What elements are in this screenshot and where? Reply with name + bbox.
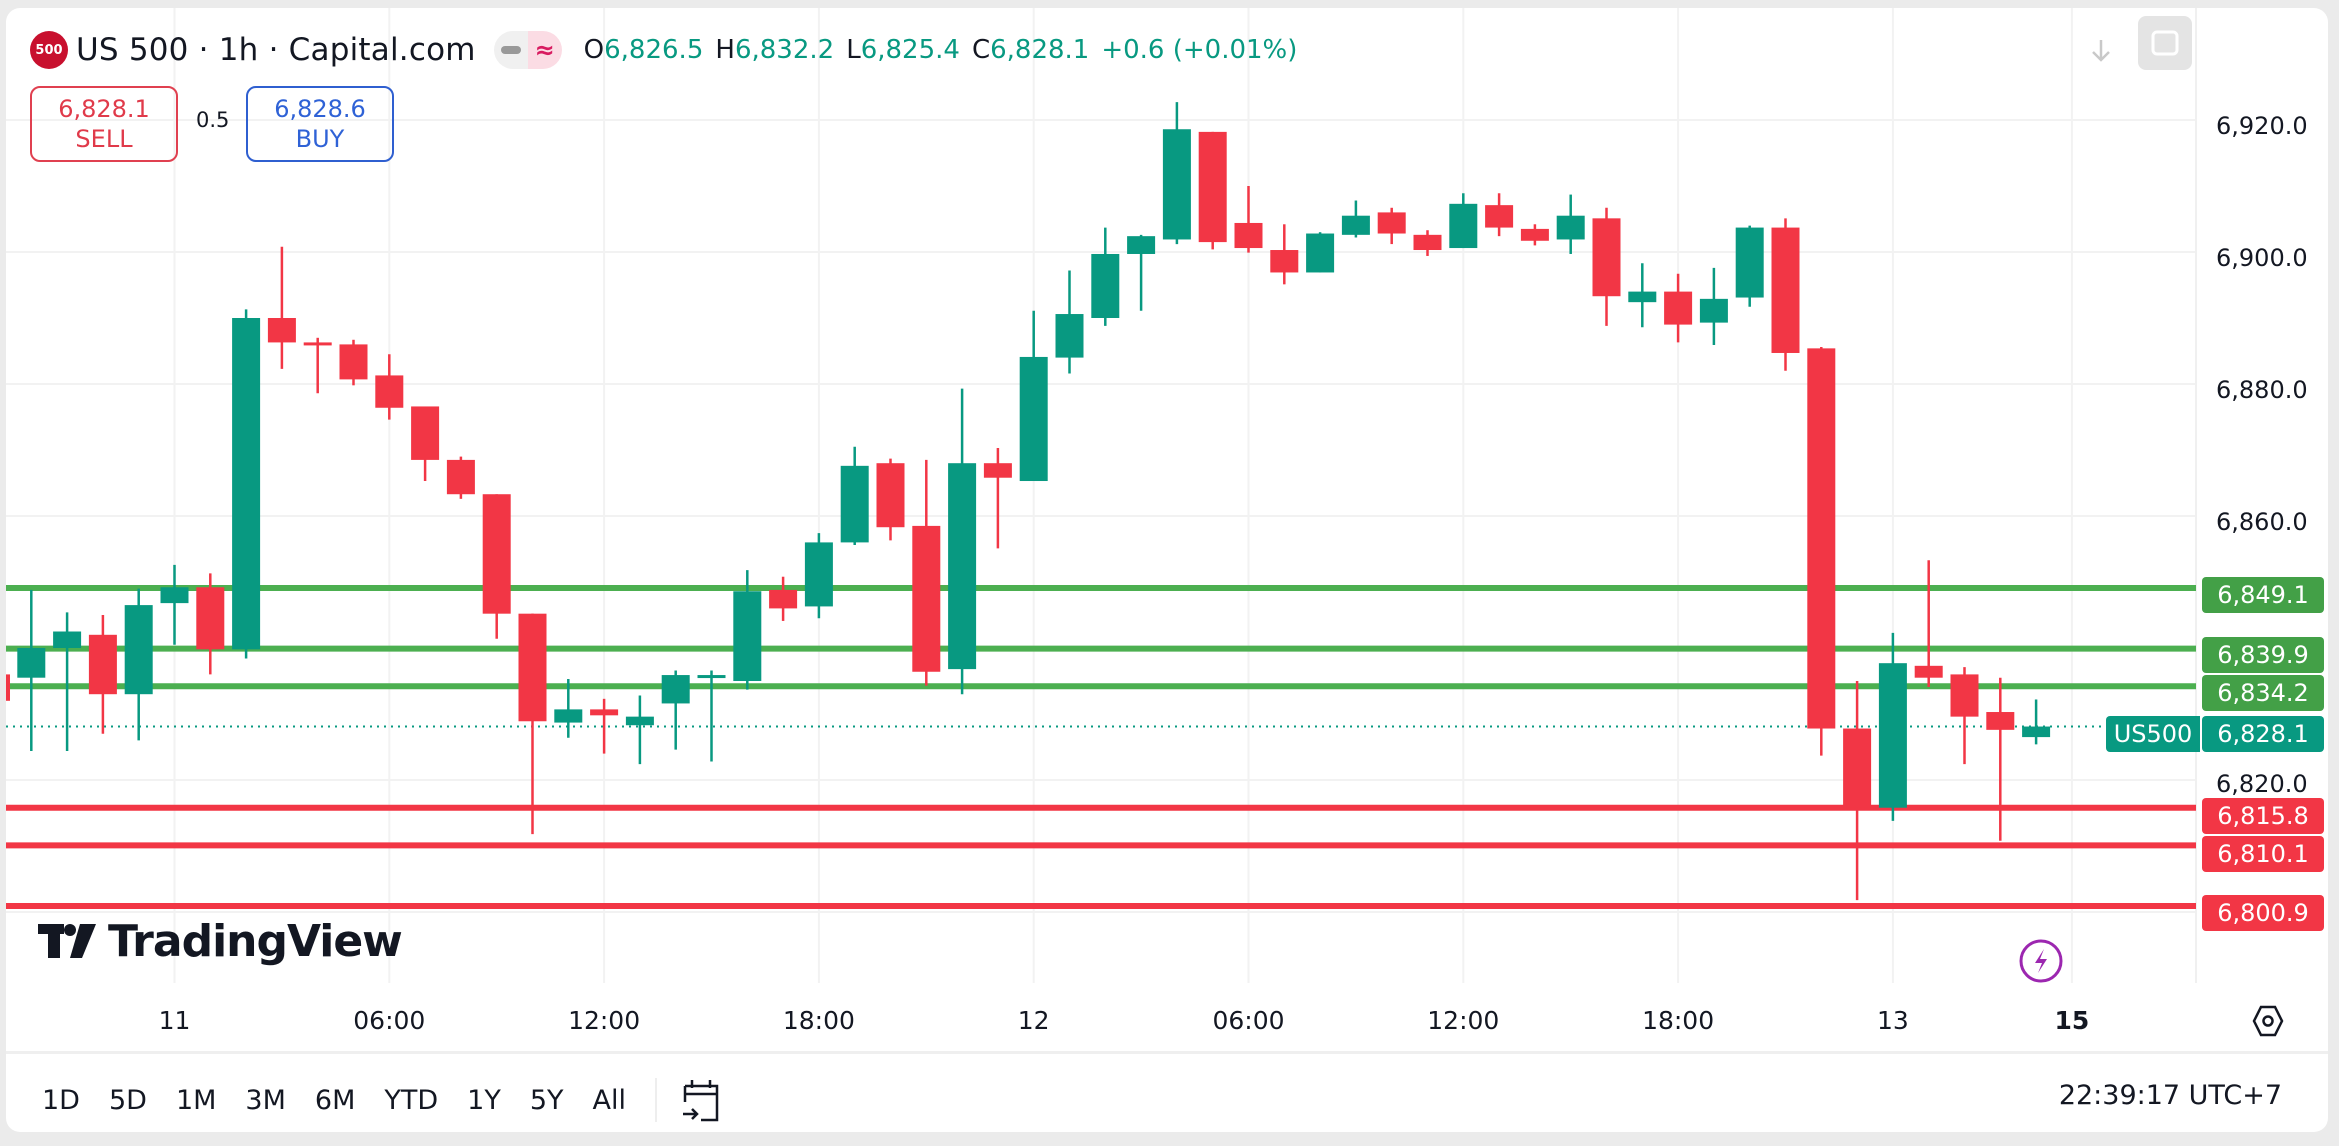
sell-button[interactable]: 6,828.1 SELL — [30, 86, 178, 162]
hide-icon[interactable] — [493, 31, 528, 69]
price-tick: 6,920.0 — [2216, 112, 2308, 140]
indicator-toggle[interactable]: ≈ — [493, 31, 562, 69]
time-tick: 15 — [2054, 1006, 2090, 1035]
sell-label: SELL — [75, 125, 133, 153]
download-arrow-icon[interactable] — [2088, 36, 2114, 66]
range-6m[interactable]: 6M — [314, 1084, 356, 1116]
time-tick: 12 — [1017, 1006, 1050, 1035]
open-key: O — [583, 35, 605, 65]
time-tick: 13 — [1876, 1006, 1909, 1035]
flash-icon[interactable] — [2016, 936, 2066, 986]
toolbar-divider — [6, 1051, 2328, 1054]
settings-icon[interactable] — [2250, 1003, 2286, 1039]
go-to-date-icon[interactable] — [679, 1076, 723, 1124]
price-tick: 6,880.0 — [2216, 376, 2308, 404]
ohlc-values: O 6,826.5 H 6,832.2 L 6,825.4 C 6,828.1 +0.6… — [584, 35, 1310, 65]
close-key: C — [971, 35, 991, 65]
range-1y[interactable]: 1Y — [467, 1084, 501, 1116]
time-tick: 06:00 — [1212, 1006, 1285, 1035]
change-value: +0.6 (+0.01%) — [1101, 35, 1298, 65]
current-price-tag: 6,828.1 — [2202, 716, 2324, 752]
low-value: 6,825.4 — [860, 35, 960, 65]
tradingview-logo[interactable]: TradingView — [38, 916, 403, 967]
time-tick: 12:00 — [568, 1006, 641, 1035]
sell-price: 6,828.1 — [58, 95, 150, 123]
open-value: 6,826.5 — [604, 35, 704, 65]
high-value: 6,832.2 — [734, 35, 835, 65]
chart-widget: 500 US 500 · 1h · Capital.com ≈ O 6,826.5… — [6, 8, 2328, 1132]
range-3m[interactable]: 3M — [245, 1084, 286, 1116]
high-key: H — [715, 35, 735, 65]
symbol-header: 500 US 500 · 1h · Capital.com ≈ O 6,826.5… — [30, 28, 1309, 72]
range-all[interactable]: All — [592, 1084, 626, 1116]
low-key: L — [846, 35, 861, 65]
support-level-tag[interactable]: 6,815.8 — [2202, 798, 2324, 834]
approx-icon[interactable]: ≈ — [527, 31, 562, 69]
spread-value: 0.5 — [196, 108, 230, 132]
support-level-tag[interactable]: 6,800.9 — [2202, 895, 2324, 931]
time-tick: 06:00 — [353, 1006, 426, 1035]
clock-timezone[interactable]: 22:39:17 UTC+7 — [2058, 1080, 2282, 1111]
range-1m[interactable]: 1M — [175, 1084, 217, 1116]
price-tick: 6,820.0 — [2216, 770, 2308, 798]
close-value: 6,828.1 — [990, 35, 1090, 65]
time-tick: 18:00 — [1642, 1006, 1715, 1035]
range-5d[interactable]: 5D — [108, 1084, 147, 1116]
range-ytd[interactable]: YTD — [384, 1084, 439, 1116]
resistance-level-tag[interactable]: 6,834.2 — [2202, 675, 2324, 711]
price-tick: 6,860.0 — [2216, 508, 2308, 536]
buy-label: BUY — [295, 125, 345, 153]
range-5y[interactable]: 5Y — [529, 1084, 564, 1116]
time-tick: 18:00 — [782, 1006, 855, 1035]
support-level-tag[interactable]: 6,810.1 — [2202, 836, 2324, 872]
buy-button[interactable]: 6,828.6 BUY — [246, 86, 394, 162]
time-tick: 12:00 — [1427, 1006, 1500, 1035]
symbol-price-tag: US500 — [2106, 716, 2201, 752]
price-tick: 6,900.0 — [2216, 244, 2308, 272]
fullscreen-button[interactable] — [2138, 16, 2192, 70]
range-bar: 1D 5D 1M 3M 6M YTD 1Y 5Y All — [42, 1076, 723, 1124]
range-1d[interactable]: 1D — [42, 1084, 80, 1116]
time-tick: 11 — [158, 1006, 191, 1035]
buy-price: 6,828.6 — [274, 95, 366, 123]
symbol-title[interactable]: US 500 · 1h · Capital.com — [76, 32, 476, 68]
symbol-logo-icon: 500 — [30, 31, 68, 69]
resistance-level-tag[interactable]: 6,839.9 — [2202, 637, 2324, 673]
tradingview-wordmark: TradingView — [108, 916, 403, 967]
fullscreen-icon — [2151, 30, 2179, 56]
range-divider — [655, 1078, 657, 1122]
resistance-level-tag[interactable]: 6,849.1 — [2202, 577, 2324, 613]
tradingview-mark-icon — [38, 923, 96, 958]
candlestick-chart[interactable] — [6, 8, 2328, 1132]
